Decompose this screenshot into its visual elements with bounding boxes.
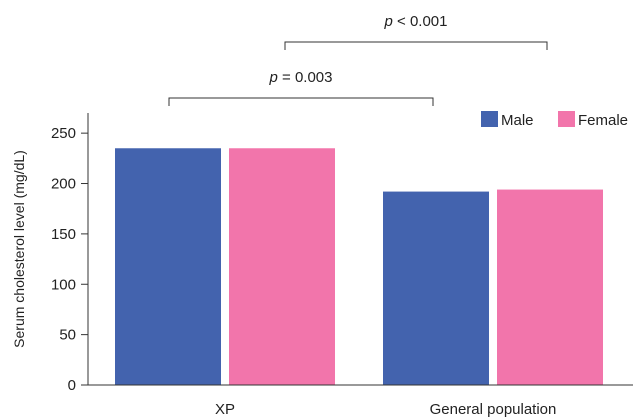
legend: Male Female (481, 111, 628, 129)
bar-female (229, 148, 335, 385)
axes-group (87, 113, 633, 386)
legend-label-female: Female (578, 112, 628, 129)
x-labels-group: XP General population (215, 401, 556, 418)
x-category-label: General population (430, 401, 557, 418)
significance-label: p = 0.003 (269, 69, 333, 86)
significance-annotations: p = 0.003 p < 0.001 (168, 13, 548, 106)
y-tick-label: 100 (51, 276, 76, 293)
bar-female (497, 189, 603, 385)
y-tick-label: 250 (51, 125, 76, 142)
legend-label-male: Male (501, 112, 534, 129)
x-category-label: XP (215, 401, 235, 418)
legend-swatch-female (558, 111, 575, 127)
significance-bracket (284, 41, 548, 50)
legend-swatch-male (481, 111, 498, 127)
y-tick-label: 200 (51, 176, 76, 193)
bar-male (383, 191, 489, 385)
bars-group (115, 148, 603, 385)
y-ticks-group: 0 50 100 150 200 250 (51, 125, 88, 394)
y-tick-label: 150 (51, 226, 76, 243)
y-axis-title: Serum cholesterol level (mg/dL) (11, 150, 27, 348)
significance-label: p < 0.001 (384, 13, 448, 30)
y-tick-label: 50 (59, 327, 76, 344)
bar-male (115, 148, 221, 385)
significance-bracket (168, 97, 434, 106)
y-tick-label: 0 (68, 377, 76, 394)
